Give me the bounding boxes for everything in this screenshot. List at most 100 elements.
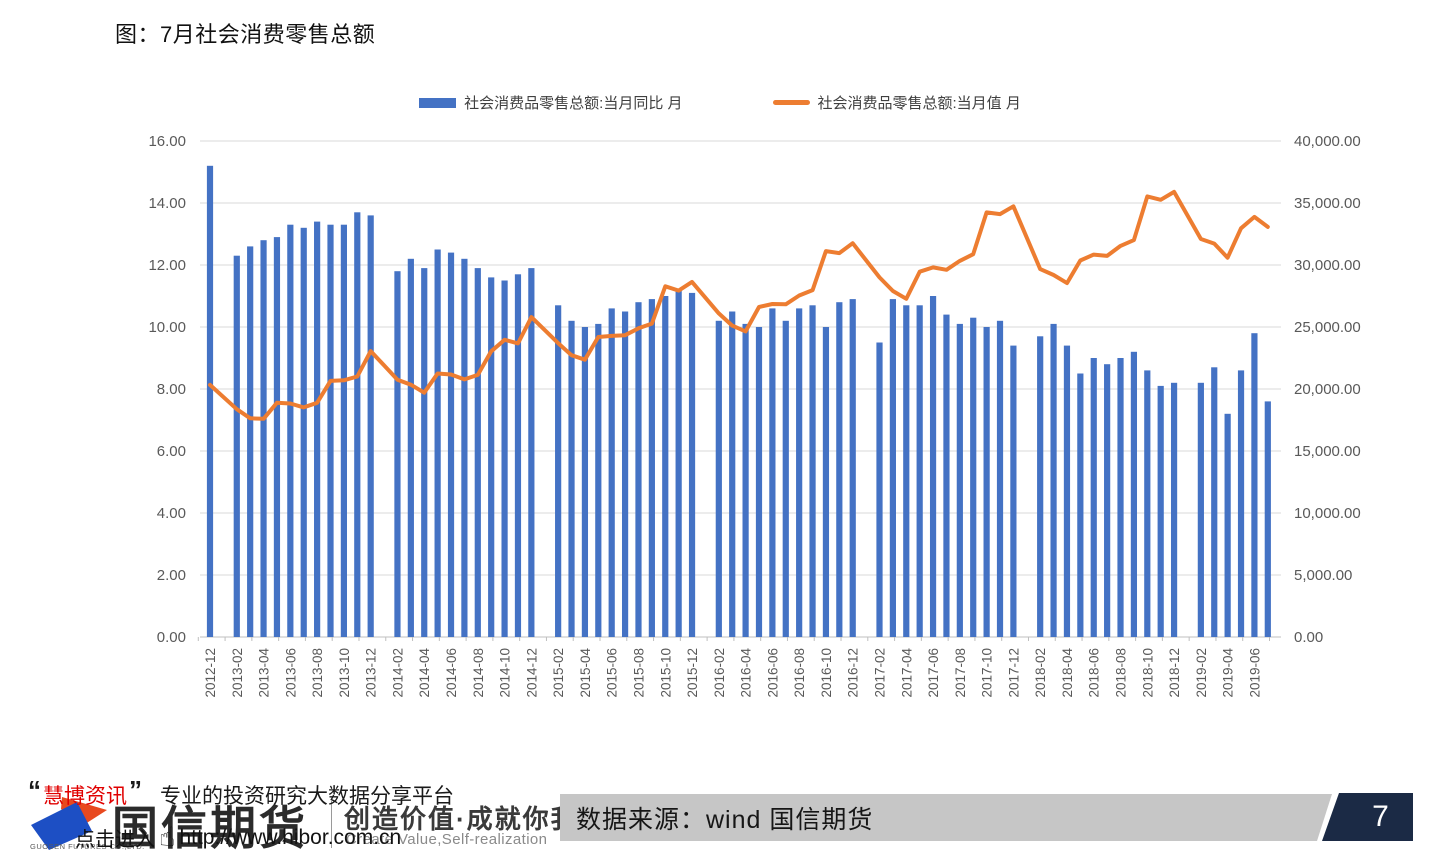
logo-slogan-cn: 创造价值·成就你我 (344, 804, 579, 834)
right-axis-tick-label: 5,000.00 (1294, 567, 1352, 584)
x-axis-label: 2018-10 (1140, 648, 1155, 698)
bar (970, 317, 977, 637)
x-axis-label: 2013-12 (364, 648, 379, 698)
line-series-swatch (772, 100, 810, 105)
bar (1211, 367, 1218, 637)
bar (528, 268, 535, 637)
bar (715, 320, 722, 637)
logo-slogan-en: Create Value,Self-realization (346, 831, 548, 848)
bar (903, 305, 910, 637)
bar (836, 302, 843, 637)
x-axis-label: 2013-06 (283, 648, 298, 698)
right-axis-tick-label: 35,000.00 (1294, 195, 1361, 212)
bar (287, 224, 294, 637)
bar (996, 320, 1004, 637)
bar (501, 280, 508, 637)
combo-chart: 0.00 2.00 4.00 6.00 8.00 10.00 12.00 14.00 16.00… (148, 133, 1361, 698)
x-axis-label: 2013-04 (257, 648, 272, 698)
bar (956, 323, 963, 637)
bar (1010, 345, 1017, 637)
logo-divider (331, 801, 332, 848)
right-axis-tick-label: 20,000.00 (1294, 381, 1361, 398)
line-series (208, 189, 1270, 421)
x-axis-label: 2019-04 (1221, 648, 1236, 698)
x-axis-label: 2013-10 (337, 648, 352, 698)
left-axis-tick-label: 2.00 (157, 567, 186, 584)
bar (434, 249, 441, 637)
hibor-watermark-line2: 点击进入 ☝ http://www.hibor.com.cn (75, 822, 401, 853)
bar (407, 258, 414, 637)
bar (581, 327, 589, 637)
x-axis-label: 2017-06 (926, 648, 941, 698)
bar (447, 252, 455, 637)
bar (916, 305, 923, 637)
x-axis-label: 2017-02 (873, 648, 888, 698)
bar (1170, 382, 1178, 637)
x-axis-label: 2014-06 (444, 648, 459, 698)
bar (1130, 351, 1138, 637)
chart-title: 图：7月社会消费零售总额 (115, 22, 376, 47)
x-axis-label: 2014-10 (498, 648, 513, 698)
bar (943, 314, 950, 637)
right-axis-tick-label: 25,000.00 (1294, 319, 1361, 336)
bar (983, 327, 990, 637)
x-axis-label: 2016-08 (792, 648, 807, 698)
bar (247, 246, 254, 637)
left-axis-tick-label: 6.00 (157, 443, 186, 460)
bar (367, 215, 374, 637)
legend-item-bar: 社会消费品零售总额:当月同比 月 (419, 92, 683, 113)
bar (876, 342, 883, 637)
left-axis-tick-label: 14.00 (148, 195, 186, 212)
bar (273, 237, 281, 637)
x-axis-label: 2016-04 (739, 648, 754, 698)
page-number-block: 7 (1322, 793, 1413, 841)
x-axis-label: 2013-08 (310, 648, 325, 698)
bar-series-swatch (419, 97, 457, 108)
bar-series-label: 社会消费品零售总额:当月同比 月 (464, 95, 683, 112)
x-axis-label: 2019-02 (1194, 648, 1209, 698)
bar (889, 299, 896, 637)
page-number: 7 (1372, 800, 1389, 833)
bar (568, 320, 575, 637)
bar (648, 299, 655, 637)
bar (769, 308, 776, 637)
x-axis-label: 2014-08 (471, 648, 486, 698)
bar (782, 320, 789, 637)
bar (1157, 385, 1164, 637)
x-axis-label: 2017-12 (1006, 648, 1021, 698)
bar (1077, 373, 1084, 637)
bar (608, 308, 615, 637)
line-series-label: 社会消费品零售总额:当月值 月 (817, 95, 1021, 112)
bar (595, 323, 602, 637)
bar (354, 212, 361, 638)
click-enter-text[interactable]: 点击进入 (75, 829, 155, 851)
chart-legend: 社会消费品零售总额:当月同比 月 社会消费品零售总额:当月值 月 (0, 92, 1440, 113)
x-axis-label: 2018-02 (1033, 648, 1048, 698)
x-axis-label: 2017-08 (953, 648, 968, 698)
bar (1224, 413, 1231, 637)
bar (555, 305, 562, 637)
x-axis-label: 2014-02 (390, 648, 405, 698)
bar (809, 305, 816, 637)
bar (474, 268, 481, 637)
bar (314, 221, 321, 637)
bar (1237, 370, 1245, 637)
bar (675, 289, 682, 637)
guosen-logo-text: 国信期货 (112, 802, 308, 854)
bar (340, 224, 347, 637)
guosen-logo-icon (31, 797, 107, 850)
right-axis-tick-label: 30,000.00 (1294, 257, 1361, 274)
bar (1104, 364, 1111, 637)
x-axis-label: 2013-02 (230, 648, 245, 698)
x-axis-label: 2017-04 (899, 648, 914, 698)
x-axis-label: 2019-06 (1247, 648, 1262, 698)
bar (635, 302, 642, 637)
bar (742, 323, 749, 637)
hibor-url-link[interactable]: http://www.hibor.com.cn (179, 825, 402, 849)
x-axis-label: 2016-10 (819, 648, 834, 698)
bar (300, 227, 307, 638)
bar (849, 299, 856, 637)
bar (233, 255, 240, 637)
bar (1197, 382, 1204, 637)
